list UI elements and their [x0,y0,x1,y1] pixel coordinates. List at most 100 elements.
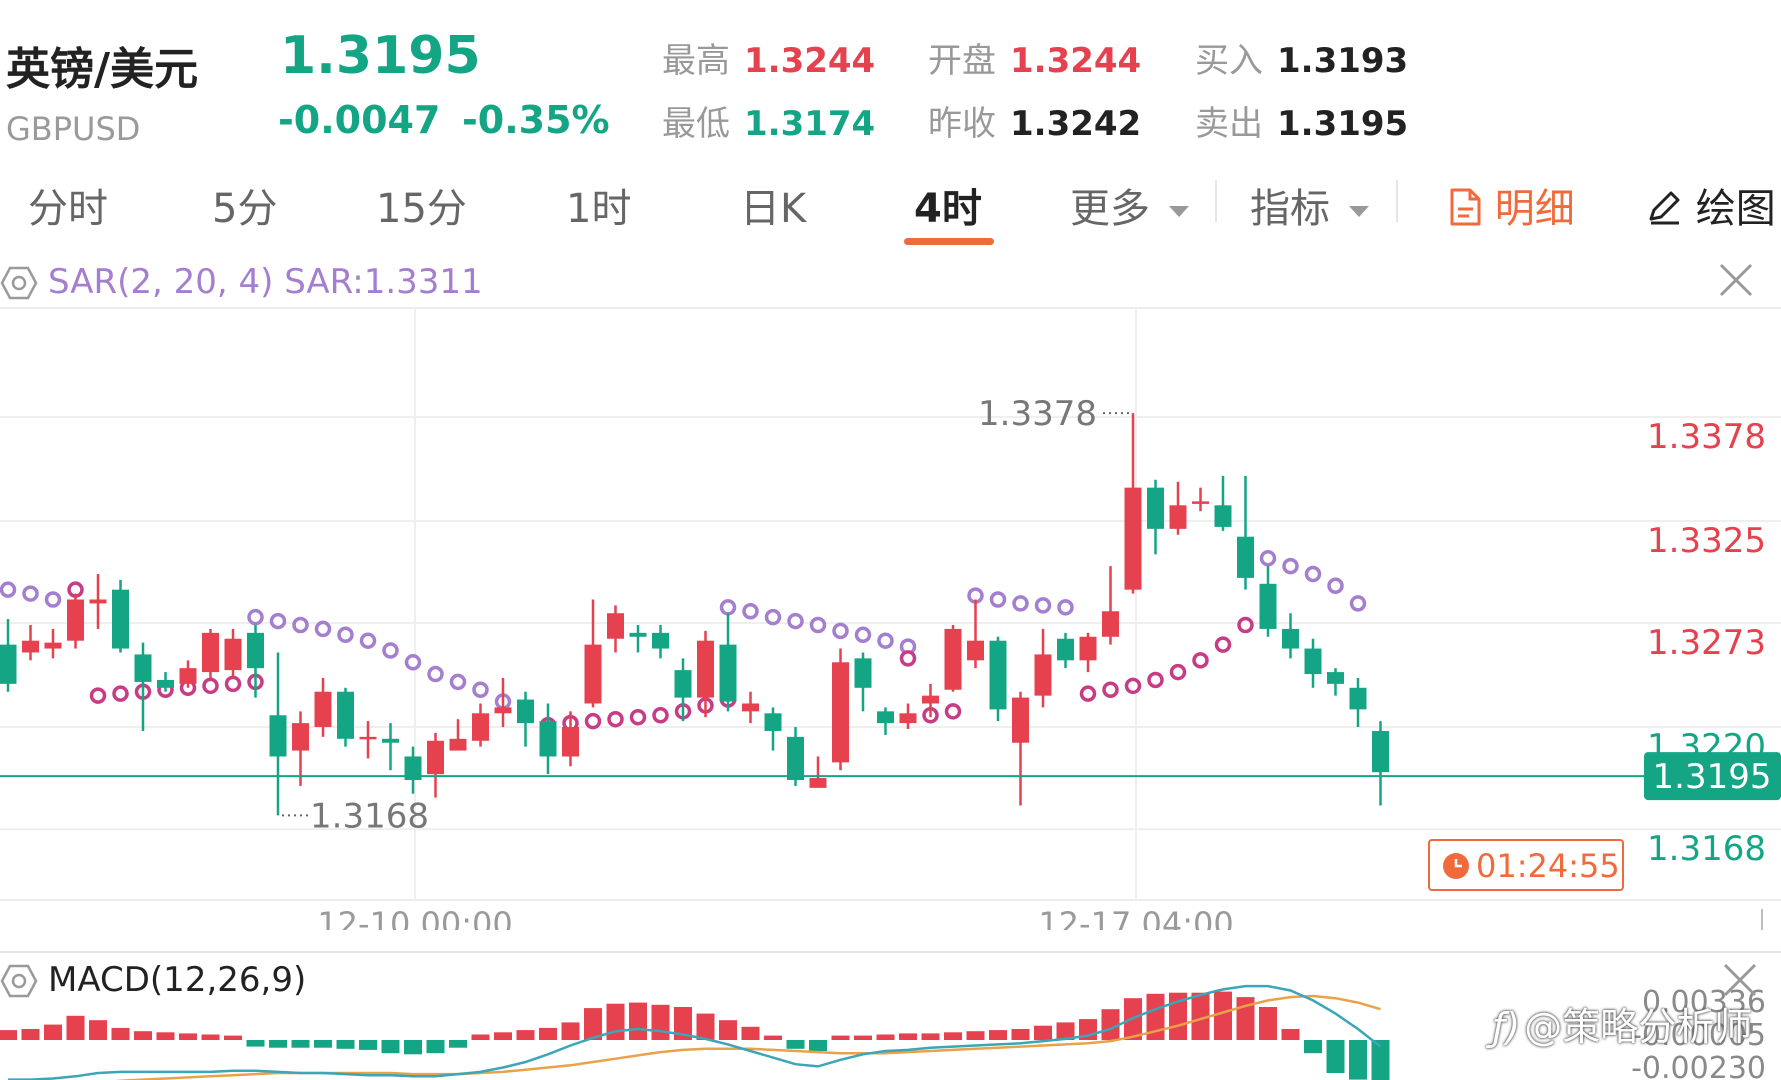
candle [157,672,174,692]
macd-bar [1011,1029,1030,1040]
candle-body [1237,536,1254,578]
price-change-pct: -0.35% [462,98,610,142]
tab-15min[interactable]: 15分 [376,186,467,232]
sar-dot [427,665,444,683]
sar-dot [1192,652,1209,669]
stat-label: 最低 [662,104,730,144]
candle-body [1102,611,1119,637]
sar-dot [1237,616,1254,634]
candle-body [1304,648,1322,675]
candle [337,687,354,747]
candle [1259,566,1277,637]
candle-body [1034,654,1052,696]
candle [1057,632,1074,669]
sar-dot [1079,685,1097,702]
candle [944,625,962,692]
sar-dot [1304,565,1322,583]
macd-bar [44,1024,62,1040]
macd-bar [494,1032,512,1040]
stat-value: 1.3242 [1010,104,1142,144]
macd-bar [314,1040,332,1048]
candle-body [1012,697,1029,743]
macd-bar [269,1040,287,1048]
tab-indicators-label: 指标 [1250,186,1330,232]
candle [472,703,489,747]
watermark-text: @策略分析师 [1524,1005,1753,1049]
candle-body [517,699,534,724]
candle [224,628,242,678]
macd-bar [1191,992,1210,1040]
close-icon[interactable] [1722,962,1758,998]
draw-label: 绘图 [1695,186,1776,232]
macd-bar [201,1034,220,1040]
candle-body [877,711,894,724]
tab-4hour[interactable]: 4时 [914,186,982,232]
macd-bar [696,1013,715,1040]
macd-bar [1214,991,1232,1040]
candle-body [1259,583,1277,629]
sar-dot [1327,577,1344,595]
draw-button[interactable]: 绘图 [1645,176,1776,234]
candle [877,707,894,735]
candle-body [742,703,759,712]
macd-bar [1281,1029,1300,1040]
macd-bar [1101,1009,1120,1040]
candle [112,579,129,653]
stat-item: 买入 1.3193 [1195,33,1408,82]
candle [382,723,399,771]
macd-bar [21,1029,40,1040]
instrument-symbol: GBPUSD [6,110,141,148]
sar-dot [1057,599,1074,616]
settings-icon[interactable] [0,264,38,302]
candle-body [427,740,444,775]
candle-countdown: 01:24:55 [1428,839,1624,891]
tab-more[interactable]: 更多 [1070,176,1189,234]
candle-body [112,589,129,649]
sar-dot [449,673,467,691]
sar-dot [0,581,17,598]
macd-chart[interactable]: 0.00336-0.00005-0.00230 [0,950,1781,1080]
candle [764,707,782,751]
tab-indicators[interactable]: 指标 [1250,176,1369,234]
settings-icon[interactable] [0,962,38,1000]
candle-body [1372,730,1389,773]
stat-item: 卖出 1.3195 [1195,96,1408,145]
tab-daily[interactable]: 日K [740,186,807,232]
stat-label: 最高 [662,41,730,81]
sar-dot [112,685,129,702]
candle [1012,691,1029,806]
candle [1349,677,1367,728]
candle [1169,481,1187,535]
candle-body [67,599,84,641]
last-price: 1.3195 [280,26,481,86]
candle [1147,479,1164,555]
sar-dot [89,687,107,704]
macd-bar [426,1040,445,1054]
caret-down-icon [1348,205,1369,217]
tab-5min[interactable]: 5分 [212,186,278,232]
sar-dot [22,585,39,602]
close-icon[interactable] [1718,262,1754,298]
tab-1hour[interactable]: 1时 [566,186,632,232]
macd-y-tick-label: -0.00230 [1631,1051,1766,1080]
candle [1282,613,1299,659]
macd-bar [449,1040,467,1048]
candle-body [382,738,399,743]
tab-separator [1215,180,1217,222]
candle [742,691,759,724]
candle-body [202,632,219,673]
watermark: ƒ) @策略分析师 [1492,996,1752,1051]
tab-timeshare[interactable]: 分时 [28,186,108,232]
macd-bar [291,1040,310,1048]
candle-body [697,640,714,698]
macd-bar [404,1040,422,1055]
macd-y-tick-label: 0.00336 [1642,985,1766,1020]
candle-body [719,644,737,702]
candle [697,630,714,718]
detail-button[interactable]: 明细 [1448,176,1575,234]
active-tab-underline [904,238,994,245]
candle [1327,668,1344,696]
stat-item: 最高 1.3244 [662,33,875,82]
candle-body [0,644,17,684]
